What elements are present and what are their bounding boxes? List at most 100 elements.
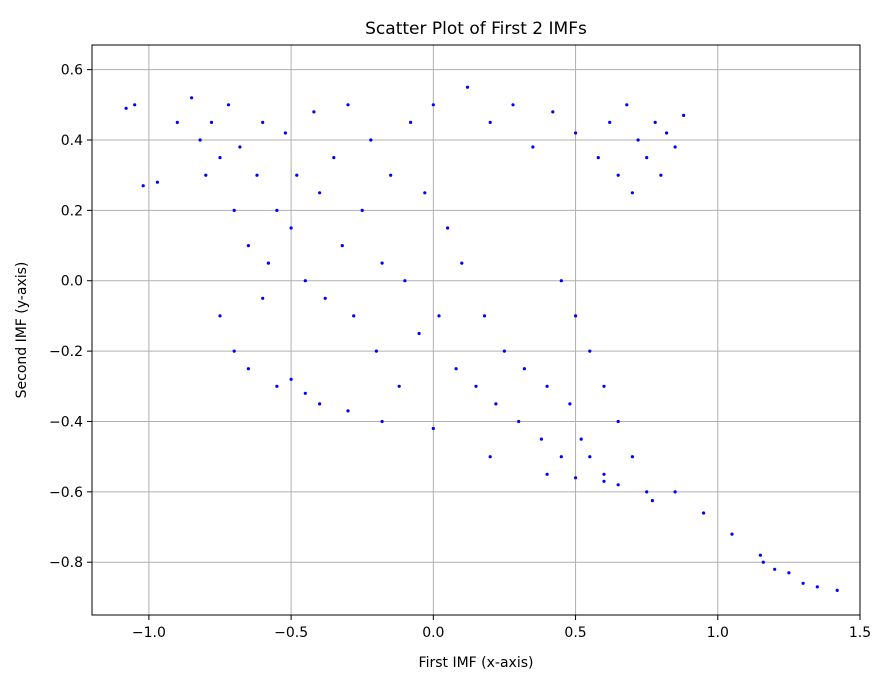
scatter-point (815, 585, 819, 589)
y-tick-label: −0.6 (49, 485, 83, 501)
scatter-point (332, 156, 336, 160)
scatter-point (659, 173, 663, 177)
scatter-point (630, 191, 635, 195)
scatter-point (482, 314, 487, 318)
scatter-point (645, 490, 649, 494)
scatter-point (352, 314, 356, 318)
scatter-point (579, 437, 583, 441)
scatter-point (289, 377, 293, 381)
scatter-point (346, 103, 350, 107)
scatter-point (266, 261, 270, 265)
x-tick-label: −0.5 (274, 625, 308, 641)
scatter-point (545, 472, 549, 476)
scatter-point (539, 437, 544, 441)
scatter-point (511, 103, 515, 107)
scatter-point (133, 103, 137, 107)
scatter-point (437, 314, 441, 318)
scatter-point (175, 120, 179, 124)
scatter-point (232, 208, 236, 212)
y-tick-label: −0.4 (49, 414, 83, 430)
x-tick-label: 1.0 (707, 625, 729, 641)
scatter-point (625, 103, 629, 107)
scatter-point (346, 409, 350, 413)
y-tick-label: 0.4 (61, 133, 83, 149)
scatter-point (155, 180, 159, 184)
scatter-point (801, 581, 805, 585)
data-points (124, 85, 839, 593)
y-axis-label: Second IMF (y-axis) (14, 262, 30, 399)
scatter-point (275, 208, 279, 212)
scatter-point (446, 226, 450, 230)
scatter-point (531, 145, 535, 149)
scatter-point (124, 106, 128, 110)
scatter-point (474, 384, 478, 388)
scatter-point (545, 384, 549, 388)
y-tick-label: −0.8 (49, 555, 83, 571)
scatter-point (645, 156, 649, 160)
x-tick-label: 1.5 (849, 625, 871, 641)
y-tick-label: 0.2 (61, 203, 83, 219)
chart-title: Scatter Plot of First 2 IMFs (365, 19, 587, 39)
scatter-point (431, 426, 435, 431)
scatter-point (190, 96, 194, 100)
scatter-point (295, 173, 299, 177)
axis-ticks: −1.0 −0.5 0.0 0.5 1.0 1.5 −0.8 −0.6 −0.4 −0.2 0.0 0… (49, 63, 871, 641)
scatter-point (261, 296, 265, 300)
scatter-point (730, 532, 734, 536)
scatter-point (246, 367, 250, 371)
scatter-point (588, 349, 592, 353)
scatter-point (369, 138, 373, 142)
scatter-point (397, 384, 401, 388)
scatter-point (602, 479, 606, 483)
scatter-point (255, 173, 259, 177)
scatter-point (238, 145, 242, 149)
scatter-point (630, 455, 635, 459)
scatter-point (417, 331, 421, 336)
scatter-point (602, 472, 606, 476)
scatter-point (559, 455, 563, 459)
scatter-point (568, 402, 572, 406)
x-tick-label: 0.0 (422, 625, 444, 641)
scatter-point (318, 402, 322, 406)
scatter-point (522, 367, 527, 371)
scatter-point (588, 455, 592, 459)
scatter-point (773, 567, 777, 571)
scatter-point (232, 349, 236, 353)
scatter-point (218, 156, 222, 160)
scatter-point (360, 208, 364, 212)
scatter-point (460, 261, 464, 265)
scatter-point (702, 511, 706, 515)
scatter-point (198, 138, 202, 142)
scatter-point (559, 279, 563, 283)
scatter-point (423, 191, 427, 195)
y-tick-label: 0.6 (61, 63, 83, 79)
scatter-point (409, 120, 413, 124)
y-tick-label: 0.0 (61, 274, 83, 290)
scatter-point (787, 571, 791, 575)
scatter-point (488, 455, 492, 459)
scatter-point (454, 367, 458, 371)
scatter-point (340, 244, 344, 248)
scatter-point (141, 184, 145, 188)
scatter-point (494, 402, 498, 406)
x-tick-label: 0.5 (564, 625, 586, 641)
scatter-point (389, 173, 393, 177)
x-tick-label: −1.0 (132, 625, 166, 641)
scatter-point (374, 349, 378, 353)
scatter-point (574, 314, 578, 318)
scatter-point (602, 384, 606, 388)
scatter-point (551, 110, 555, 114)
scatter-point (275, 384, 279, 388)
scatter-point (682, 113, 686, 117)
plot-frame (91, 44, 861, 616)
scatter-point (673, 145, 677, 149)
scatter-point (303, 391, 307, 395)
scatter-point (303, 279, 307, 283)
scatter-point (246, 244, 250, 248)
scatter-point (650, 499, 655, 503)
scatter-point (758, 553, 763, 557)
scatter-point (596, 156, 600, 160)
